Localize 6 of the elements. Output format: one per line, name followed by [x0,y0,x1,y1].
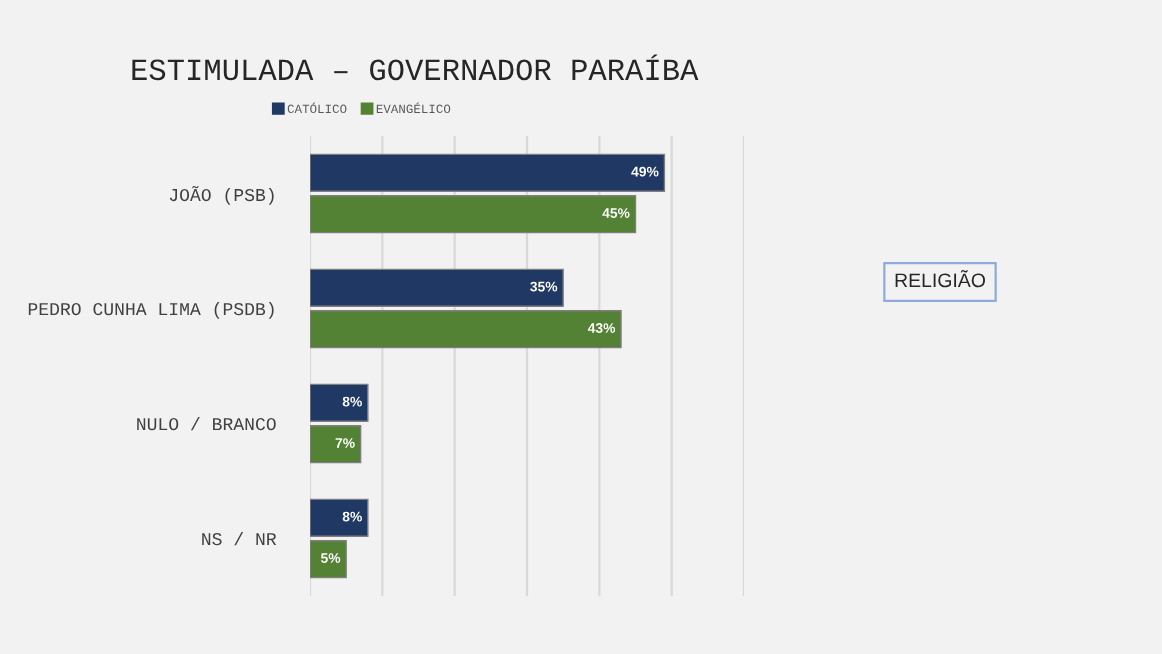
y-tick-label: NULO / BRANCO [137,416,276,431]
text: RELIGIÃO [895,269,985,288]
y-tick-label: PEDRO CUNHA LIMA (PSDB) [28,301,274,319]
chart-title: ESTIMULADA – GOVERNADOR PARAÍBA [132,54,699,81]
y-tick-label: NS / NR [202,531,277,546]
y-tick-label: JOÃO (PSB) [169,186,274,205]
